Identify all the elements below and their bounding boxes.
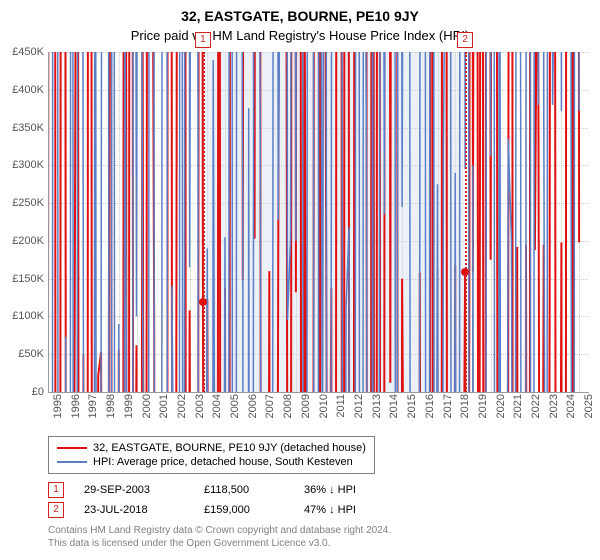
ytick-label: £400K — [0, 84, 44, 96]
xtick-label: 2016 — [424, 394, 436, 418]
xtick-label: 2015 — [406, 394, 418, 418]
xtick-label: 2007 — [264, 394, 276, 418]
xtick-label: 2001 — [158, 394, 170, 418]
xtick-label: 2005 — [229, 394, 241, 418]
xtick-label: 2017 — [442, 394, 454, 418]
xtick-label: 2000 — [141, 394, 153, 418]
sale-index: 1 — [48, 482, 64, 498]
legend-item: HPI: Average price, detached house, Sout… — [57, 455, 366, 469]
ytick-label: £450K — [0, 46, 44, 58]
footer-notice: Contains HM Land Registry data © Crown c… — [48, 524, 391, 550]
ytick-label: £150K — [0, 273, 44, 285]
sale-date: 29-SEP-2003 — [84, 484, 184, 496]
xtick-label: 2013 — [371, 394, 383, 418]
line-canvas — [48, 52, 588, 392]
chart-title: 32, EASTGATE, BOURNE, PE10 9JY — [0, 0, 600, 24]
legend: 32, EASTGATE, BOURNE, PE10 9JY (detached… — [48, 436, 375, 474]
xtick-label: 2018 — [459, 394, 471, 418]
xtick-label: 2023 — [548, 394, 560, 418]
chart-area: £0£50K£100K£150K£200K£250K£300K£350K£400… — [48, 52, 588, 392]
xtick-label: 2014 — [388, 394, 400, 418]
xtick-label: 2012 — [353, 394, 365, 418]
xtick-label: 2024 — [565, 394, 577, 418]
footer-line1: Contains HM Land Registry data © Crown c… — [48, 524, 391, 537]
sales-table: 1 29-SEP-2003 £118,500 36% ↓ HPI 2 23-JUL-201… — [48, 480, 404, 520]
xtick-label: 2019 — [477, 394, 489, 418]
sale-row: 1 29-SEP-2003 £118,500 36% ↓ HPI — [48, 480, 404, 500]
gridline-h — [48, 392, 588, 393]
xtick-label: 1995 — [52, 394, 64, 418]
plot-region: £0£50K£100K£150K£200K£250K£300K£350K£400… — [48, 52, 588, 392]
series-line-hpi — [48, 52, 579, 392]
sale-event-marker: 2 — [457, 32, 473, 48]
sale-index: 2 — [48, 502, 64, 518]
xtick-label: 1999 — [123, 394, 135, 418]
ytick-label: £350K — [0, 122, 44, 134]
xtick-label: 2008 — [282, 394, 294, 418]
chart-subtitle: Price paid vs. HM Land Registry's House … — [0, 24, 600, 51]
xtick-label: 2010 — [318, 394, 330, 418]
sale-row: 2 23-JUL-2018 £159,000 47% ↓ HPI — [48, 500, 404, 520]
sale-marker — [199, 298, 207, 306]
sale-hpi-delta: 36% ↓ HPI — [304, 484, 404, 496]
ytick-label: £300K — [0, 159, 44, 171]
sale-hpi-delta: 47% ↓ HPI — [304, 504, 404, 516]
xtick-label: 2009 — [300, 394, 312, 418]
xtick-label: 2002 — [176, 394, 188, 418]
chart-container: 32, EASTGATE, BOURNE, PE10 9JY Price pai… — [0, 0, 600, 560]
ytick-label: £200K — [0, 235, 44, 247]
sale-event-line — [203, 52, 205, 392]
xtick-label: 2022 — [530, 394, 542, 418]
xtick-label: 1997 — [87, 394, 99, 418]
legend-label: HPI: Average price, detached house, Sout… — [93, 456, 353, 468]
sale-event-marker: 1 — [195, 32, 211, 48]
xtick-label: 2020 — [495, 394, 507, 418]
xtick-label: 1996 — [70, 394, 82, 418]
ytick-label: £250K — [0, 197, 44, 209]
sale-price: £118,500 — [204, 484, 284, 496]
legend-item: 32, EASTGATE, BOURNE, PE10 9JY (detached… — [57, 441, 366, 455]
sale-date: 23-JUL-2018 — [84, 504, 184, 516]
xtick-label: 2003 — [194, 394, 206, 418]
legend-label: 32, EASTGATE, BOURNE, PE10 9JY (detached… — [93, 442, 366, 454]
sale-marker — [461, 268, 469, 276]
ytick-label: £50K — [0, 348, 44, 360]
legend-swatch — [57, 461, 87, 463]
ytick-label: £0 — [0, 386, 44, 398]
xtick-label: 2021 — [512, 394, 524, 418]
footer-line2: This data is licensed under the Open Gov… — [48, 537, 391, 550]
ytick-label: £100K — [0, 310, 44, 322]
xtick-label: 1998 — [105, 394, 117, 418]
legend-swatch — [57, 447, 87, 449]
xtick-label: 2011 — [335, 394, 347, 418]
sale-price: £159,000 — [204, 504, 284, 516]
sale-event-line — [465, 52, 467, 392]
xtick-label: 2025 — [583, 394, 595, 418]
xtick-label: 2006 — [247, 394, 259, 418]
xtick-label: 2004 — [211, 394, 223, 418]
